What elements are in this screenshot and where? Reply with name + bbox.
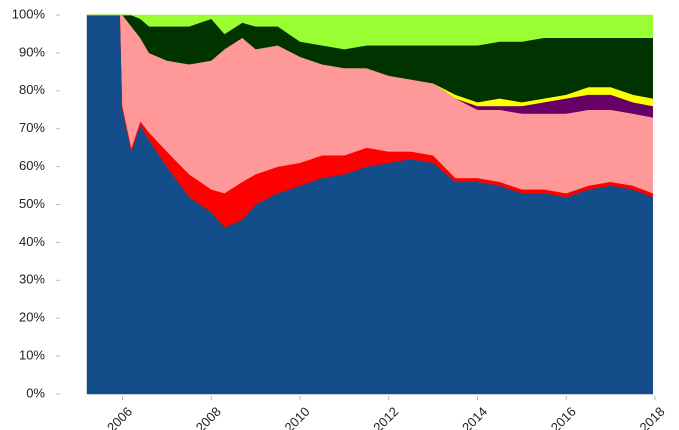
x-tick-label: 2010 bbox=[281, 404, 312, 430]
y-tick-label: 40% bbox=[19, 234, 45, 249]
y-tick-label: 60% bbox=[19, 158, 45, 173]
y-tick-label: 50% bbox=[19, 196, 45, 211]
y-tick-label: 70% bbox=[19, 120, 45, 135]
x-tick-label: 2008 bbox=[193, 404, 224, 430]
area bbox=[87, 14, 654, 50]
y-tick-label: 30% bbox=[19, 272, 45, 287]
x-tick-label: 2014 bbox=[459, 404, 490, 430]
x-tick-label: 2018 bbox=[636, 404, 667, 430]
x-tick-label: 2016 bbox=[548, 404, 579, 430]
x-tick-label: 2012 bbox=[370, 404, 401, 430]
y-tick-label: 90% bbox=[19, 44, 45, 59]
y-tick-label: 80% bbox=[19, 82, 45, 97]
y-tick-label: 100% bbox=[12, 6, 46, 21]
x-tick-label: 2006 bbox=[104, 404, 135, 430]
y-tick-label: 20% bbox=[19, 310, 45, 325]
y-tick-label: 0% bbox=[26, 385, 45, 400]
y-tick-label: 10% bbox=[19, 348, 45, 363]
